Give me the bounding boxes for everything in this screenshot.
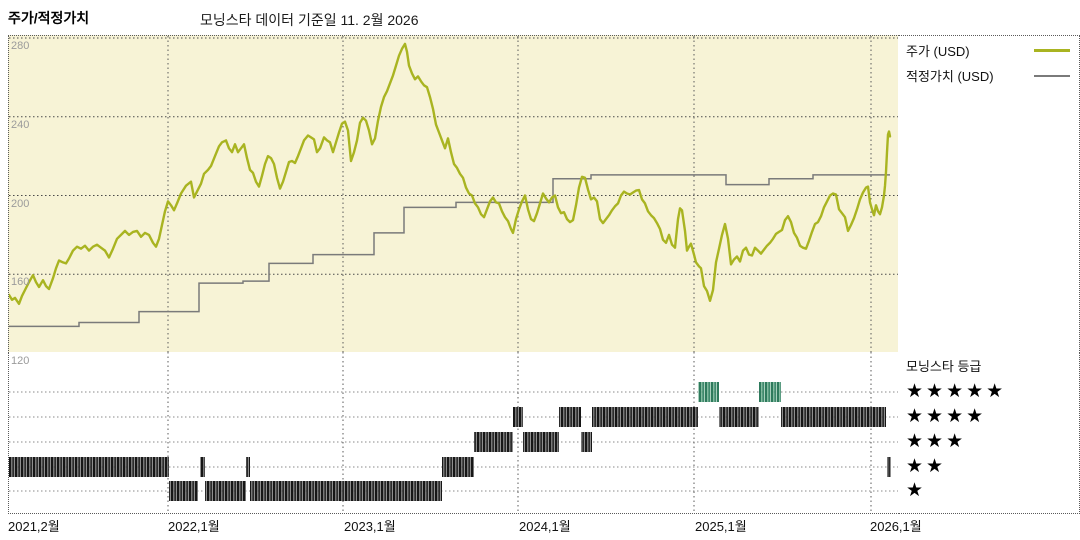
y-axis-tick-label: 160 [11, 276, 30, 289]
rating-band-2-star [887, 457, 891, 477]
rating-band-1-star [169, 481, 198, 501]
x-axis-label: 2022,1월 [168, 519, 220, 534]
rating-band-3-star [523, 432, 559, 452]
ratings-legend-title: 모닝스타 등급 [906, 359, 982, 374]
rating-band-3-star [581, 432, 592, 452]
rating-band-2-star [200, 457, 205, 477]
rating-band-4-star [781, 407, 886, 427]
page-title: 주가/적정가치 [8, 10, 90, 26]
star-row-2: ★★ [906, 456, 947, 477]
star-row-4: ★★★★ [906, 406, 987, 427]
star-rating-legend-panel: 모닝스타 등급 ★★★★★ ★★★★ ★★★ ★★ ★ [898, 352, 1080, 514]
y-axis-tick-label: 280 [11, 40, 30, 52]
rating-band-4-star [559, 407, 581, 427]
legend-label-price: 주가 (USD) [906, 44, 970, 59]
rating-band-1-star [205, 481, 246, 501]
star-row-3: ★★★ [906, 431, 967, 452]
rating-band-4-star [719, 407, 759, 427]
rating-band-1-star [250, 481, 442, 501]
price-chart-panel [8, 35, 899, 353]
ratings-timeline-panel [8, 352, 899, 514]
rating-band-4-star [592, 407, 698, 427]
x-axis-label: 2023,1월 [344, 519, 396, 534]
legend-panel: 주가 (USD) 적정가치 (USD) [898, 35, 1080, 353]
x-axis-label: 2021,2월 [8, 519, 60, 534]
rating-band-5-star [759, 382, 781, 402]
y-axis-tick-label: 120 [11, 355, 30, 367]
ratings-timeline-svg [9, 352, 898, 512]
x-axis-label: 2026,1월 [870, 519, 922, 534]
y-axis-tick-label: 200 [11, 197, 30, 210]
price-chart-svg [9, 36, 898, 352]
legend-item-fair-value: 적정가치 (USD) [906, 66, 1076, 86]
rating-band-2-star [442, 457, 474, 477]
price-line-swatch [1034, 49, 1070, 52]
rating-band-3-star [474, 432, 513, 452]
fair-value-line [9, 174, 890, 328]
price-line [9, 42, 892, 305]
rating-band-2-star [246, 457, 250, 477]
x-axis-label: 2024,1월 [519, 519, 571, 534]
legend-label-fair-value: 적정가치 (USD) [906, 69, 994, 84]
as-of-date-title: 모닝스타 데이터 기준일 11. 2월 2026 [200, 12, 419, 28]
rating-band-5-star [698, 382, 719, 402]
rating-band-4-star [513, 407, 523, 427]
star-row-5: ★★★★★ [906, 381, 1007, 402]
star-row-1: ★ [906, 480, 927, 501]
rating-band-2-star [9, 457, 169, 477]
y-axis-tick-label: 240 [11, 118, 30, 131]
fair-value-line-swatch [1034, 75, 1070, 77]
x-axis-label: 2025,1월 [695, 519, 747, 534]
legend-item-price: 주가 (USD) [906, 41, 1076, 61]
